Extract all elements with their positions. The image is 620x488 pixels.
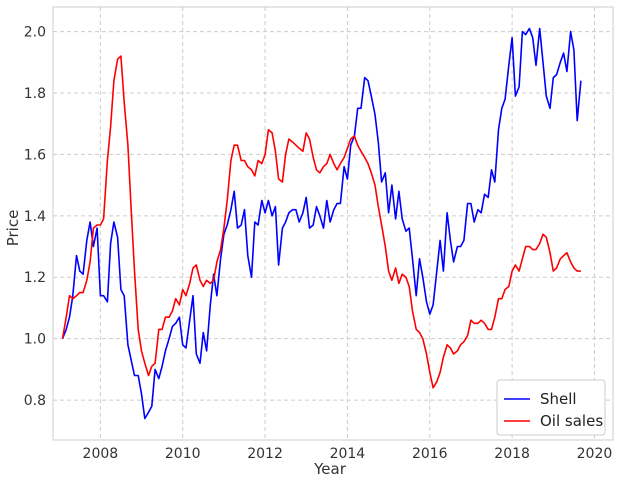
- legend: Shell Oil sales: [496, 379, 606, 436]
- y-tick-label: 1.6: [24, 147, 46, 163]
- x-tick-label: 2018: [494, 446, 530, 462]
- y-tick-label: 1.4: [24, 209, 46, 225]
- y-tick-label: 2.0: [24, 25, 46, 41]
- x-axis-label: Year: [313, 460, 347, 478]
- legend-label-shell: Shell: [540, 390, 577, 408]
- y-tick-label: 0.8: [24, 393, 46, 409]
- x-tick-labels: 2008 2010 2012 2014 2016 2018 2020: [83, 446, 613, 462]
- legend-label-oil-sales: Oil sales: [540, 412, 603, 430]
- x-tick-label: 2010: [165, 446, 201, 462]
- y-tick-labels: 0.8 1.0 1.2 1.4 1.6 1.8 2.0: [24, 25, 46, 410]
- y-tick-label: 1.8: [24, 86, 46, 102]
- x-tick-label: 2012: [247, 446, 283, 462]
- plot-frame: [52, 6, 614, 441]
- x-tick-label: 2014: [330, 446, 366, 462]
- series-line-oil-sales: [61, 55, 581, 389]
- series-line-shell: [61, 27, 582, 420]
- series-layer: [61, 27, 582, 420]
- x-tick-label: 2008: [83, 446, 119, 462]
- y-tick-label: 1.0: [24, 332, 46, 348]
- x-tick-label: 2020: [577, 446, 613, 462]
- x-tick-label: 2016: [412, 446, 448, 462]
- y-tick-label: 1.2: [24, 270, 46, 286]
- y-axis-label: Price: [4, 210, 22, 247]
